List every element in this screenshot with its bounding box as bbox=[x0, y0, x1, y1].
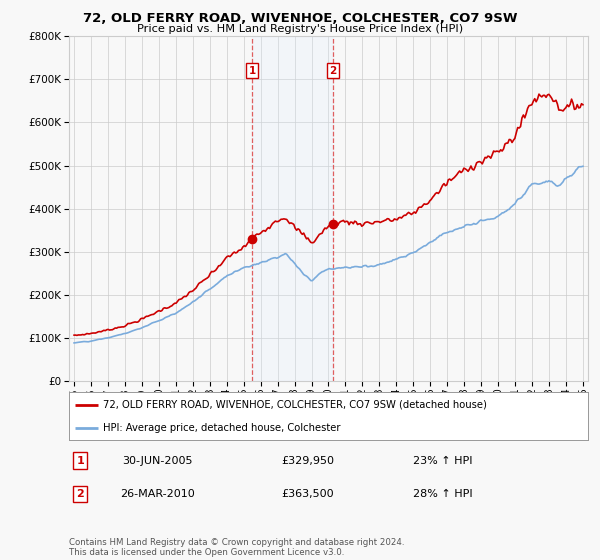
Text: Contains HM Land Registry data © Crown copyright and database right 2024.
This d: Contains HM Land Registry data © Crown c… bbox=[69, 538, 404, 557]
Text: £363,500: £363,500 bbox=[281, 489, 334, 499]
Text: 26-MAR-2010: 26-MAR-2010 bbox=[120, 489, 194, 499]
Bar bbox=[252, 36, 333, 381]
Text: Price paid vs. HM Land Registry's House Price Index (HPI): Price paid vs. HM Land Registry's House … bbox=[137, 24, 463, 34]
Text: 72, OLD FERRY ROAD, WIVENHOE, COLCHESTER, CO7 9SW (detached house): 72, OLD FERRY ROAD, WIVENHOE, COLCHESTER… bbox=[103, 400, 487, 410]
Text: 23% ↑ HPI: 23% ↑ HPI bbox=[413, 456, 472, 465]
Text: 28% ↑ HPI: 28% ↑ HPI bbox=[413, 489, 472, 499]
Text: 2: 2 bbox=[77, 489, 84, 499]
Text: 2: 2 bbox=[329, 66, 337, 76]
Text: 72, OLD FERRY ROAD, WIVENHOE, COLCHESTER, CO7 9SW: 72, OLD FERRY ROAD, WIVENHOE, COLCHESTER… bbox=[83, 12, 517, 25]
Text: HPI: Average price, detached house, Colchester: HPI: Average price, detached house, Colc… bbox=[103, 423, 340, 433]
Text: 1: 1 bbox=[77, 456, 84, 465]
Text: £329,950: £329,950 bbox=[281, 456, 334, 465]
Text: 1: 1 bbox=[248, 66, 256, 76]
Text: 30-JUN-2005: 30-JUN-2005 bbox=[122, 456, 193, 465]
